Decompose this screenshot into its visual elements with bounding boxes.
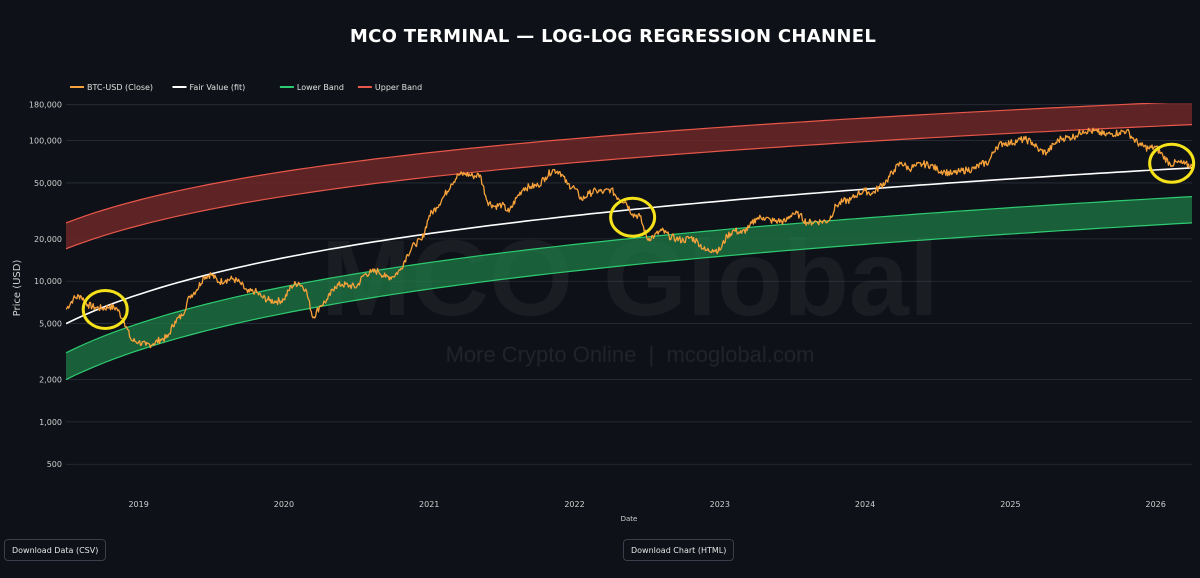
highlight-circle — [81, 288, 129, 330]
legend-label: Upper Band — [375, 83, 422, 92]
y-axis-title: Price (USD) — [12, 260, 23, 317]
x-tick-label: 2023 — [710, 500, 730, 509]
legend-label: Lower Band — [297, 83, 344, 92]
lower-band-fill — [66, 196, 1192, 380]
x-tick-label: 2021 — [419, 500, 439, 509]
y-tick-label: 1,000 — [39, 418, 62, 427]
x-tick-label: 2025 — [1000, 500, 1020, 509]
legend: BTC-USD (Close) Fair Value (fit) Lower Ban… — [70, 83, 422, 92]
highlight-circle — [609, 196, 657, 238]
legend-label: Fair Value (fit) — [190, 83, 246, 92]
x-tick-label: 2024 — [855, 500, 875, 509]
y-tick-label: 500 — [47, 460, 62, 469]
upper-band-lower-edge — [66, 124, 1192, 250]
upper-band-fill — [66, 103, 1192, 249]
lower-band-lower-edge — [66, 222, 1192, 381]
btc-price-line — [66, 127, 1192, 349]
bands — [66, 103, 1192, 381]
x-tick-label: 2019 — [128, 500, 148, 509]
y-tick-label: 10,000 — [34, 277, 62, 286]
upper-band-upper-edge — [66, 103, 1169, 224]
axes: Price (USD) Date — [12, 260, 637, 523]
chart-title: MCO TERMINAL — LOG-LOG REGRESSION CHANNE… — [349, 26, 877, 47]
highlight-circle — [1148, 142, 1196, 184]
download-csv-button[interactable]: Download Data (CSV) — [4, 539, 107, 561]
y-tick-label: 2,000 — [39, 376, 62, 385]
series-lines — [66, 127, 1192, 349]
watermark-sub: More Crypto Online | mcoglobal.com — [446, 342, 815, 367]
x-tick-label: 2026 — [1145, 500, 1165, 509]
y-tick-label: 100,000 — [29, 137, 62, 146]
y-tick-label: 50,000 — [34, 179, 62, 188]
x-tick-label: 2020 — [274, 500, 294, 509]
legend-label: BTC-USD (Close) — [87, 83, 153, 92]
x-axis-title: Date — [621, 515, 638, 523]
y-tick-label: 5,000 — [39, 320, 62, 329]
grid: 500 1,000 2,000 5,000 10,000 20,000 50,000 100,… — [29, 101, 1192, 509]
y-tick-label: 180,000 — [29, 101, 62, 110]
highlights — [81, 142, 1196, 330]
download-html-button[interactable]: Download Chart (HTML) — [623, 539, 735, 561]
x-tick-label: 2022 — [564, 500, 584, 509]
y-tick-label: 20,000 — [34, 235, 62, 244]
